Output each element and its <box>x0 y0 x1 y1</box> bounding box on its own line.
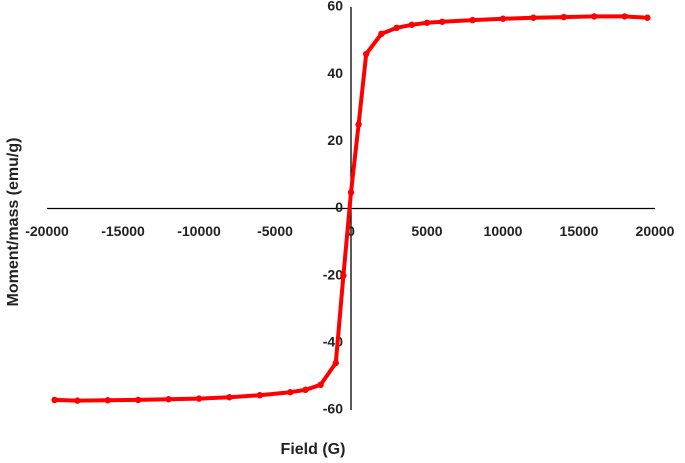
data-point <box>195 395 203 402</box>
x-tick-label: 20000 <box>636 223 675 239</box>
data-point <box>332 359 339 367</box>
data-point <box>499 15 507 22</box>
x-tick-label: 5000 <box>411 223 442 239</box>
data-point <box>560 13 567 21</box>
data-point <box>439 18 446 25</box>
data-point <box>256 392 263 399</box>
y-tick-label: 0 <box>335 199 343 215</box>
data-point <box>340 272 347 279</box>
y-tick-label: -20 <box>323 266 343 282</box>
data-point <box>317 381 324 389</box>
data-point <box>104 397 112 404</box>
data-point <box>355 121 362 128</box>
x-tick-label: -15000 <box>101 223 145 239</box>
data-point <box>74 397 81 404</box>
data-point <box>530 14 537 21</box>
data-point <box>591 13 598 20</box>
data-line <box>54 14 648 403</box>
data-point <box>393 24 400 32</box>
x-tick-label: 0 <box>347 223 355 239</box>
data-point <box>363 50 370 58</box>
data-point <box>302 386 309 394</box>
y-tick-label: -60 <box>323 401 343 417</box>
x-tick-label: -10000 <box>177 223 221 239</box>
y-tick-label: 60 <box>327 0 343 14</box>
y-tick-label: 20 <box>327 132 343 148</box>
data-point <box>469 16 476 24</box>
y-axis-title: Moment/mass (emu/g) <box>5 138 22 307</box>
data-point <box>644 14 651 21</box>
x-axis-title: Field (G) <box>281 441 346 458</box>
x-tick-label: 10000 <box>484 223 523 239</box>
data-point <box>287 389 294 396</box>
data-point <box>408 21 415 28</box>
data-point <box>51 396 58 404</box>
data-point <box>423 19 431 26</box>
data-point <box>135 396 142 404</box>
y-tick-label: 40 <box>327 65 343 81</box>
data-point <box>347 189 355 196</box>
data-point <box>165 396 172 403</box>
data-point <box>621 13 628 20</box>
data-point <box>226 394 233 401</box>
x-tick-label: -5000 <box>257 223 293 239</box>
x-tick-label: 15000 <box>560 223 599 239</box>
x-tick-label: -20000 <box>25 223 69 239</box>
data-point <box>378 30 385 38</box>
